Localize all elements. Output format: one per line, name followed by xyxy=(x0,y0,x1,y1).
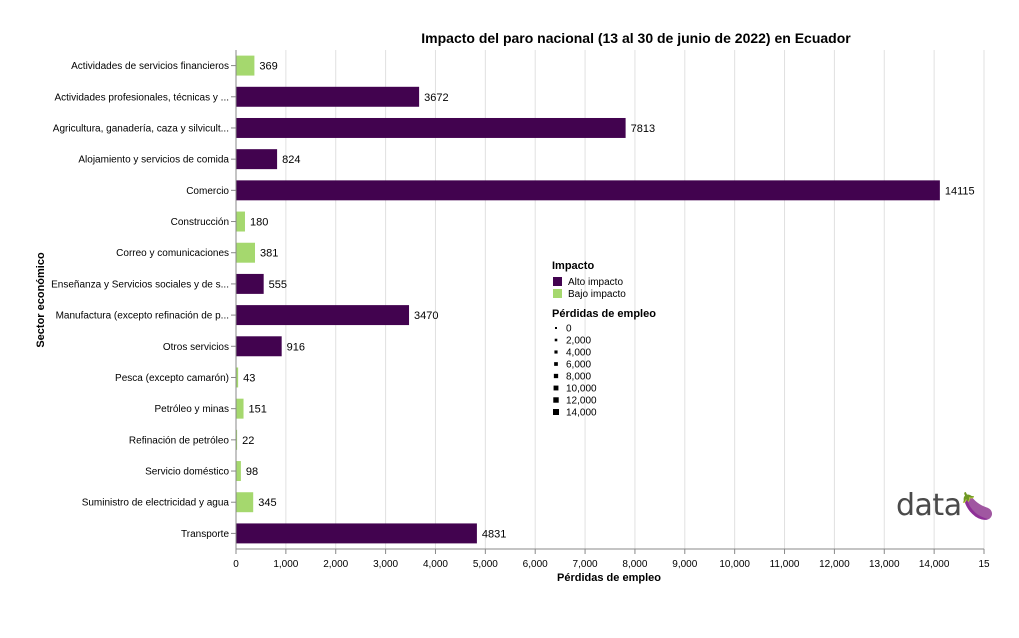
legend-size-label: 14,000 xyxy=(566,408,597,419)
legend-size-label: 10,000 xyxy=(566,384,597,395)
y-tick-label: Actividades de servicios financieros xyxy=(71,61,229,72)
y-tick-label: Transporte xyxy=(181,529,229,540)
legend-item-label: Alto impacto xyxy=(568,277,623,288)
y-tick-label: Suministro de electricidad y agua xyxy=(82,498,230,509)
x-tick-label: 12,000 xyxy=(819,559,850,570)
y-tick-label: Otros servicios xyxy=(163,342,229,353)
bar-value-label: 345 xyxy=(258,497,276,509)
legend-item-label: Bajo impacto xyxy=(568,289,626,300)
brand-text: data xyxy=(896,488,962,523)
bar-value-label: 824 xyxy=(282,154,300,166)
y-axis-labels: Actividades de servicios financieros Acti… xyxy=(51,61,236,540)
y-tick-label: Refinación de petróleo xyxy=(129,435,230,446)
x-tick-label: 14,000 xyxy=(919,559,950,570)
bar xyxy=(236,273,264,294)
x-tick-label: 5,000 xyxy=(473,559,498,570)
y-axis-title: Sector económico xyxy=(35,252,47,348)
y-tick-label: Alojamiento y servicios de comida xyxy=(78,155,229,166)
legend-size-marker xyxy=(554,362,558,366)
bar xyxy=(236,305,410,326)
y-tick-label: Pesca (excepto camarón) xyxy=(115,373,229,384)
bar-value-label: 14115 xyxy=(945,185,975,197)
y-tick-label: Agricultura, ganadería, caza y silvicult… xyxy=(53,123,229,134)
bar-value-label: 7813 xyxy=(631,123,655,135)
y-tick-label: Correo y comunicaciones xyxy=(116,248,229,259)
legend-size-marker xyxy=(554,350,558,354)
bar-value-label: 369 xyxy=(259,61,277,73)
eggplant-icon: 🍆 xyxy=(961,492,994,522)
x-tick-label: 3,000 xyxy=(373,559,398,570)
bar xyxy=(236,461,241,482)
legend-size-marker xyxy=(553,373,559,379)
bar-value-label: 381 xyxy=(260,248,278,260)
x-tick-label: 13,000 xyxy=(869,559,900,570)
bar-value-label: 43 xyxy=(243,372,255,384)
x-tick-label: 9,000 xyxy=(672,559,697,570)
bar-value-label: 916 xyxy=(287,341,305,353)
bar xyxy=(236,242,255,263)
y-tick-label: Servicio doméstico xyxy=(145,467,229,478)
bar-value-label: 3672 xyxy=(424,92,448,104)
x-axis-title: Pérdidas de empleo xyxy=(557,572,661,584)
legend-size-label: 8,000 xyxy=(566,372,591,383)
legend-size-marker xyxy=(555,327,557,329)
x-tick-label: 4,000 xyxy=(423,559,448,570)
x-axis: 0 1,000 2,000 3,000 4,000 5,000 6,000 7,000 8,00… xyxy=(233,50,990,570)
y-tick-label: Construcción xyxy=(171,217,229,228)
y-tick-label: Enseñanza y Servicios sociales y de s... xyxy=(51,279,229,290)
x-tick-label: 15 xyxy=(978,559,990,570)
chart-title: Impacto del paro nacional (13 al 30 de j… xyxy=(421,30,851,46)
legend-size-marker xyxy=(553,409,559,415)
bar xyxy=(236,180,940,201)
bar xyxy=(236,523,477,544)
legend-swatch xyxy=(553,277,562,286)
bar xyxy=(236,117,626,138)
bar-value-label: 98 xyxy=(246,466,258,478)
legend-size-label: 12,000 xyxy=(566,396,597,407)
bar xyxy=(236,367,239,388)
x-tick-label: 8,000 xyxy=(622,559,647,570)
bar-value-label: 4831 xyxy=(482,528,506,540)
x-tick-label: 7,000 xyxy=(573,559,598,570)
x-tick-label: 2,000 xyxy=(323,559,348,570)
legend-swatch xyxy=(553,289,562,298)
bar xyxy=(236,149,278,170)
legend-size-marker xyxy=(554,338,558,342)
bar xyxy=(236,336,282,357)
legend-size-label: 4,000 xyxy=(566,348,591,359)
x-tick-label: 11,000 xyxy=(770,559,800,570)
legend-size-label: 6,000 xyxy=(566,360,591,371)
legend-size-marker xyxy=(553,385,559,391)
brand-logo: data🍆 xyxy=(896,488,994,523)
bar xyxy=(236,211,245,232)
y-tick-label: Manufactura (excepto refinación de p... xyxy=(56,311,229,322)
bar xyxy=(236,398,244,419)
legend-size-label: 0 xyxy=(566,324,572,335)
x-tick-label: 6,000 xyxy=(523,559,548,570)
bar xyxy=(236,492,254,513)
bars-group: 369 3672 7813 824 14115 180 381 555 3470 916 43 151… xyxy=(236,55,975,544)
legend-size-title: Pérdidas de empleo xyxy=(552,308,656,320)
legend-color-title: Impacto xyxy=(552,260,594,272)
bar-value-label: 3470 xyxy=(414,310,438,322)
x-tick-label: 1,000 xyxy=(273,559,298,570)
legend-size-marker xyxy=(553,397,559,403)
x-tick-label: 0 xyxy=(233,559,239,570)
bar xyxy=(236,55,255,76)
bar xyxy=(236,86,420,107)
bar-value-label: 555 xyxy=(269,279,287,291)
bar xyxy=(236,429,238,450)
bar-value-label: 151 xyxy=(249,404,267,416)
y-tick-label: Actividades profesionales, técnicas y ..… xyxy=(54,92,229,103)
legend-size-label: 2,000 xyxy=(566,336,591,347)
y-tick-label: Petróleo y minas xyxy=(155,404,229,415)
bar-value-label: 22 xyxy=(242,435,254,447)
bar-value-label: 180 xyxy=(250,217,268,229)
x-tick-label: 10,000 xyxy=(719,559,750,570)
y-tick-label: Comercio xyxy=(186,186,229,197)
